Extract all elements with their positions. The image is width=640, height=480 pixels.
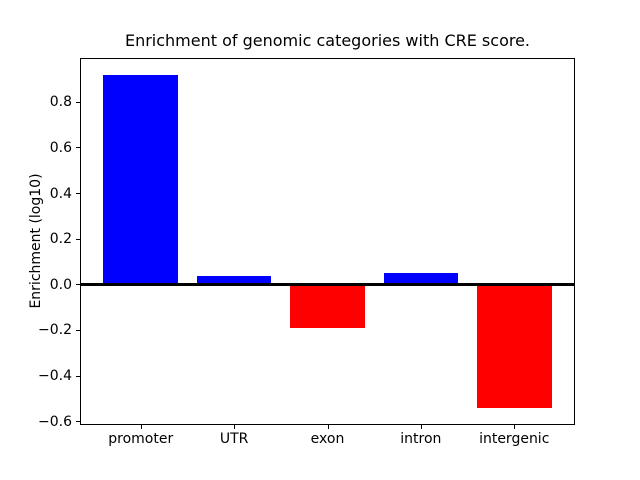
y-tick-label: 0.8 [49, 94, 72, 111]
bar-intron [383, 273, 459, 285]
x-tick-label-UTR: UTR [219, 431, 249, 447]
x-tick [420, 425, 422, 429]
x-tick-label-exon: exon [310, 431, 345, 447]
x-tick [327, 425, 329, 429]
y-tick [76, 284, 80, 286]
x-tick-label-promoter: promoter [108, 431, 174, 447]
y-tick-label: −0.6 [38, 413, 72, 430]
bar-promoter [103, 74, 179, 285]
y-tick [76, 375, 80, 377]
bar-exon [290, 284, 365, 329]
x-tick [234, 425, 236, 429]
x-tick-label-intron: intron [400, 431, 442, 447]
zero-axis-line [81, 283, 574, 287]
bar-intergenic [476, 284, 552, 409]
y-tick [76, 193, 80, 195]
y-tick [76, 101, 80, 103]
plot-area: −0.6 −0.4 −0.2 0.0 0.2 0.4 0.6 0.8 promoter UTR ex… [38, 58, 575, 447]
y-tick-label: 0.4 [49, 185, 72, 202]
y-tick-label: 0.0 [49, 276, 72, 293]
y-axis-label: Enrichment (log10) [28, 173, 44, 309]
y-tick [76, 238, 80, 240]
y-tick-label: −0.4 [38, 368, 72, 385]
chart-title: Enrichment of genomic categories with CR… [124, 31, 531, 50]
y-tick [76, 329, 80, 331]
x-tick [514, 425, 516, 429]
y-tick-label: −0.2 [38, 322, 72, 339]
bar-UTR [196, 275, 272, 285]
y-tick-label: 0.2 [49, 231, 72, 248]
y-tick [76, 421, 80, 423]
y-tick-label: 0.6 [49, 139, 72, 156]
x-tick-label-intergenic: intergenic [479, 431, 550, 447]
x-tick [140, 425, 142, 429]
y-tick [76, 147, 80, 149]
